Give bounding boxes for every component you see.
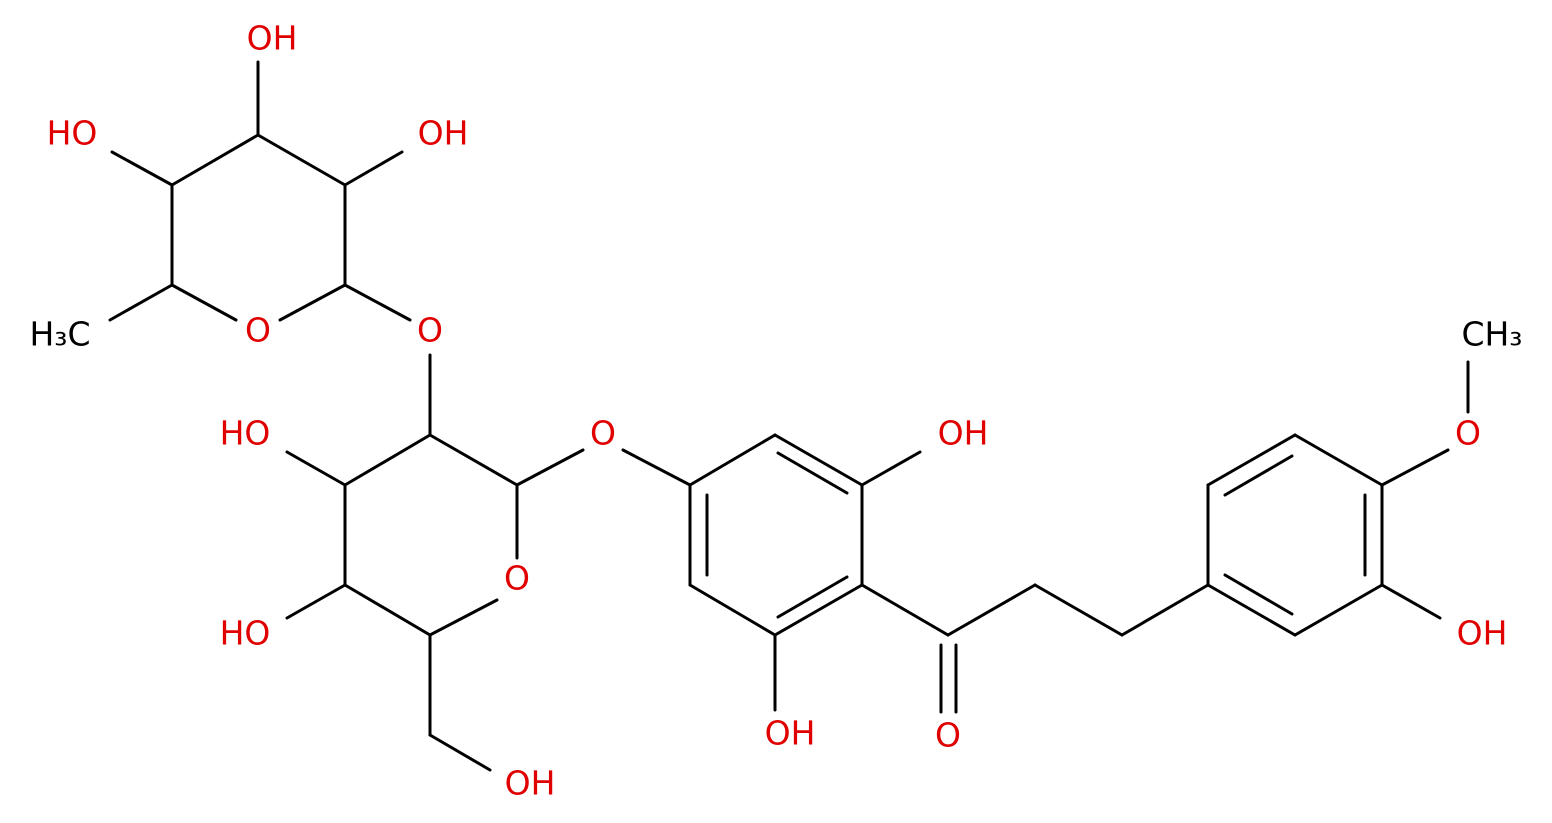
atom-label: OH — [505, 764, 556, 803]
atom-label: OH — [1457, 614, 1508, 653]
atom-label: OH — [247, 19, 298, 58]
atom-labels: OH HO OH H₃C O O HO O HO OH O OH OH O CH… — [29, 19, 1522, 803]
bonds — [108, 60, 1470, 772]
atom-label: OH — [418, 114, 469, 153]
atom-label: O — [1455, 414, 1481, 453]
atom-label: O — [935, 716, 961, 755]
atom-label: HO — [47, 114, 98, 153]
atom-label: CH₃ — [1461, 315, 1522, 354]
atom-label: H₃C — [29, 315, 90, 354]
atom-label: O — [245, 311, 271, 350]
atom-label: O — [590, 414, 616, 453]
atom-label: O — [417, 311, 443, 350]
atom-label: OH — [938, 414, 989, 453]
atom-label: OH — [765, 714, 816, 753]
atom-label: HO — [220, 414, 271, 453]
atom-label: HO — [220, 614, 271, 653]
atom-label: O — [504, 559, 530, 598]
